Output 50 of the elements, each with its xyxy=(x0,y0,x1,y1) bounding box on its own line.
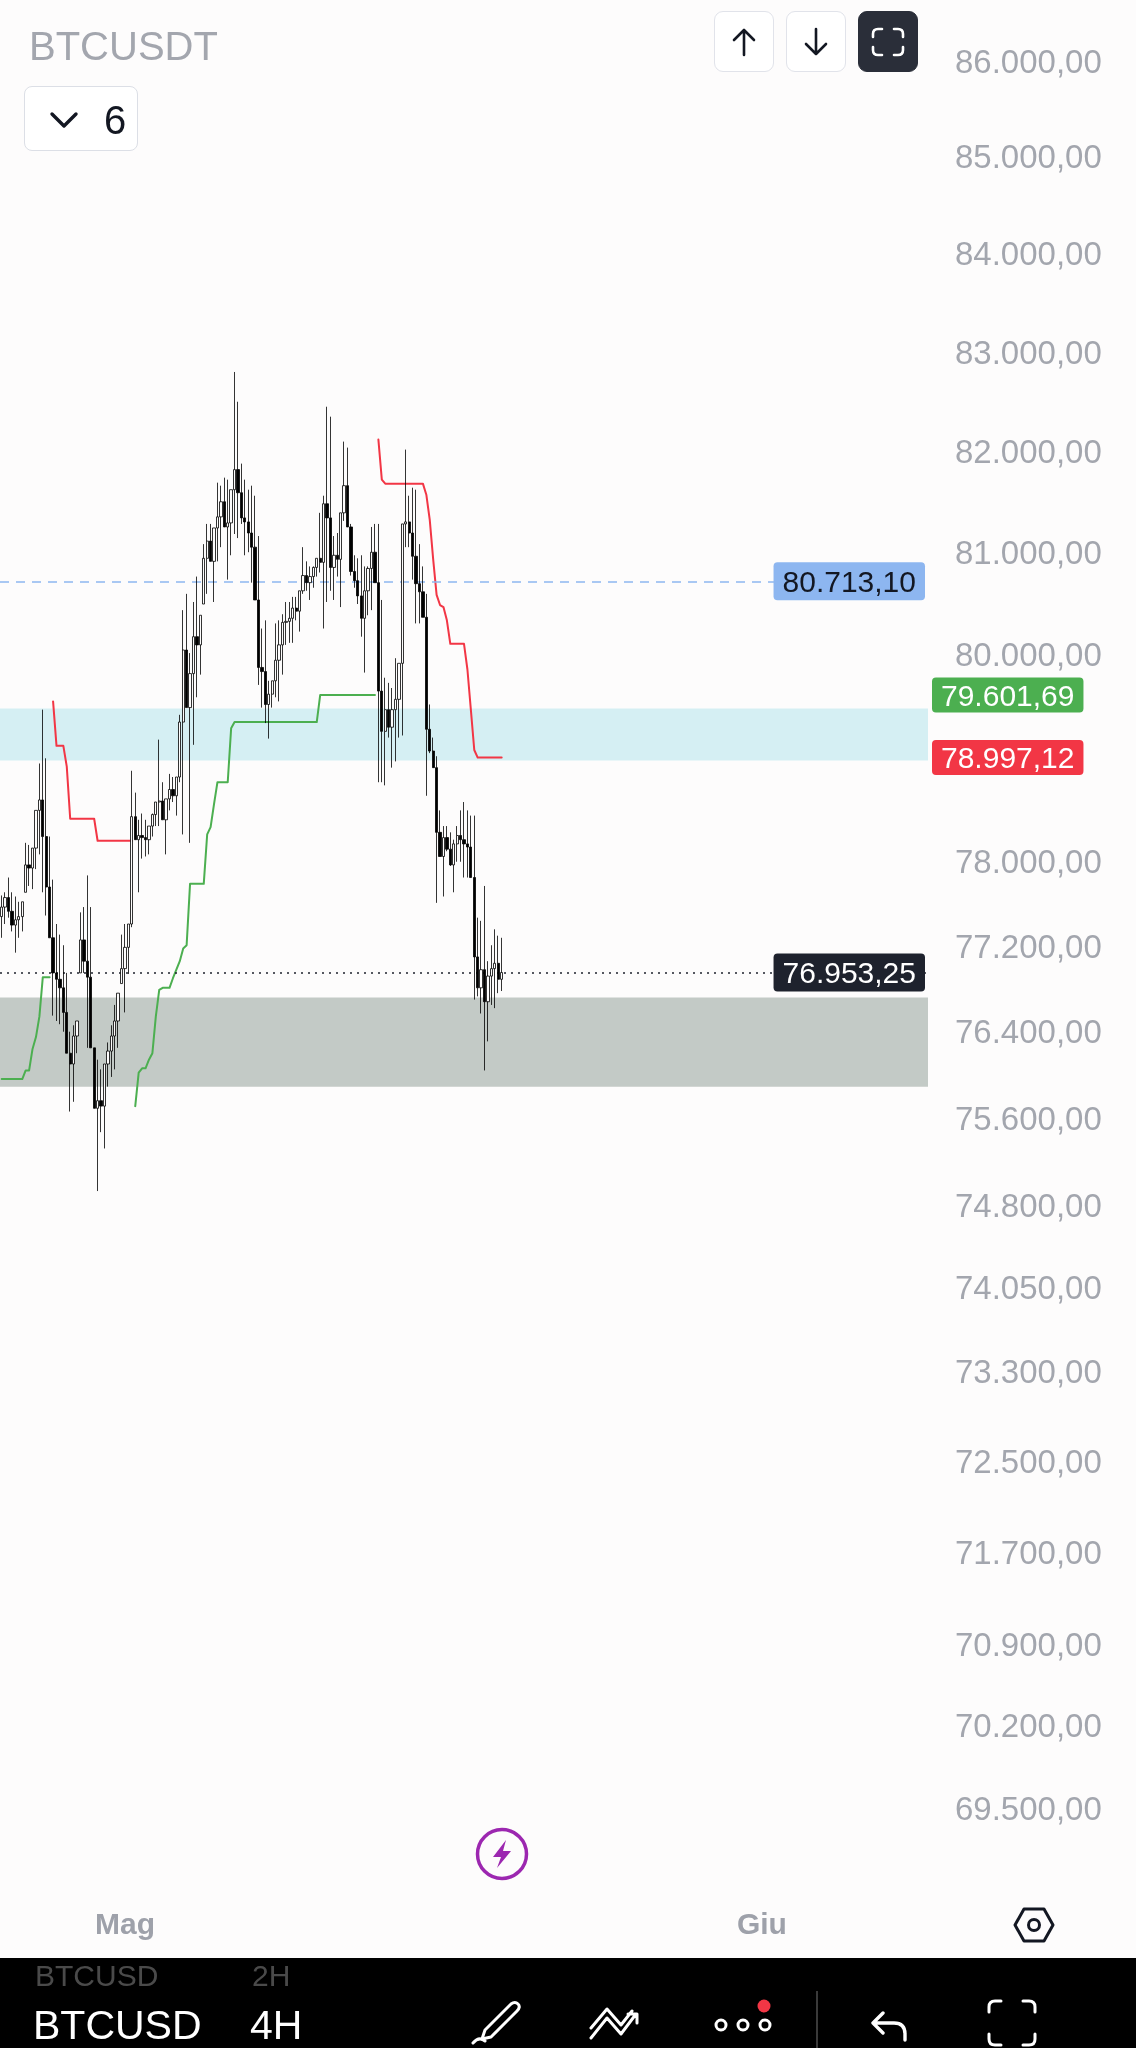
y-tick-label: 69.500,00 xyxy=(955,1789,1102,1827)
candlestick xyxy=(288,601,291,644)
y-tick-label: 84.000,00 xyxy=(955,235,1102,273)
candlestick xyxy=(24,842,27,893)
y-tick-label: 80.000,00 xyxy=(955,635,1102,673)
x-tick-label: Mag xyxy=(94,1906,155,1940)
y-tick-label: 85.000,00 xyxy=(955,138,1102,176)
y-tick-label: 70.900,00 xyxy=(955,1625,1102,1663)
text: BTCUSD xyxy=(35,1959,159,1992)
candlestick xyxy=(414,489,418,624)
candlestick xyxy=(377,523,380,783)
y-tick-label: 73.300,00 xyxy=(955,1352,1102,1390)
ref-line-label: 76.953,25 xyxy=(782,956,916,990)
y-tick-label: 78.000,00 xyxy=(955,843,1102,881)
candlestick xyxy=(226,479,229,581)
candlestick xyxy=(79,911,82,974)
y-tick-label: 74.050,00 xyxy=(955,1269,1102,1307)
y-tick-label: 75.600,00 xyxy=(955,1099,1102,1137)
candlestick xyxy=(483,885,486,1071)
candlestick xyxy=(473,815,476,1000)
candlestick xyxy=(158,739,161,827)
text: BTCUSD xyxy=(33,2002,202,2048)
ref-line-label: 80.713,10 xyxy=(782,564,916,598)
x-tick-label: Giu xyxy=(736,1906,787,1940)
y-tick-label: 70.200,00 xyxy=(955,1707,1102,1745)
text: 79.601,69 xyxy=(941,678,1075,712)
candlestick xyxy=(462,801,466,878)
candlestick xyxy=(86,875,89,1049)
candlestick xyxy=(14,896,17,954)
y-tick-label: 77.200,00 xyxy=(955,927,1102,965)
candlestick xyxy=(493,928,496,1009)
candlestick xyxy=(291,596,294,644)
chart-title: BTCUSDT xyxy=(29,24,218,68)
candlestick xyxy=(500,937,503,992)
collapse-button: 6 xyxy=(24,86,138,151)
text: 4H xyxy=(250,2002,303,2048)
y-tick-label: 83.000,00 xyxy=(955,333,1102,371)
candlestick xyxy=(370,526,373,611)
y-tick-label: 76.400,00 xyxy=(955,1013,1102,1051)
y-tick-label: 86.000,00 xyxy=(955,42,1102,80)
y-tick-label: 74.800,00 xyxy=(955,1186,1102,1224)
y-tick-label: 71.700,00 xyxy=(955,1533,1102,1571)
candlestick xyxy=(0,895,3,939)
y-tick-label: 72.500,00 xyxy=(955,1442,1102,1480)
text: 78.997,12 xyxy=(941,741,1075,775)
text: 2H xyxy=(252,1959,291,1992)
y-tick-label: 82.000,00 xyxy=(955,433,1102,471)
candlestick xyxy=(123,923,127,1013)
y-tick-label: 81.000,00 xyxy=(955,533,1102,571)
annotation: 6 xyxy=(104,98,127,142)
